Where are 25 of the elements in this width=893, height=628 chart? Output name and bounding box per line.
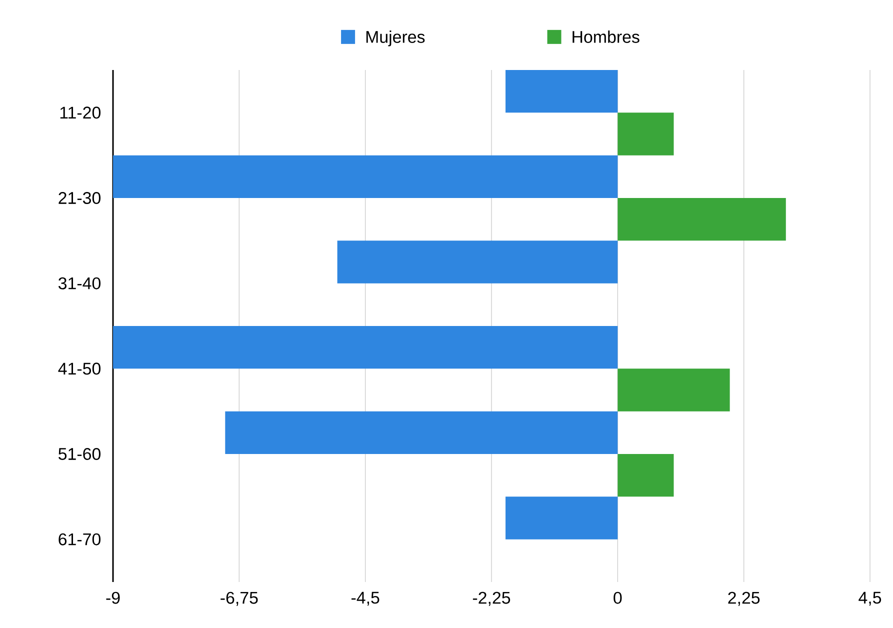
x-tick-label: -6,75 [220,592,258,606]
x-tick-label: 2,25 [728,592,760,606]
x-tick-label: -4,5 [352,592,380,606]
x-tick-label: 0 [614,592,622,604]
bar [618,454,674,497]
y-tick-label: 61-70 [58,533,101,546]
y-tick-label: 21-30 [58,192,101,204]
y-tick-label: 31-40 [58,277,101,290]
bar [113,326,618,369]
bar [506,70,618,113]
bar [225,411,618,454]
y-tick-label: 51-60 [58,448,101,460]
x-tick-label: -9 [106,592,120,604]
legend-label: Hombres [572,30,640,43]
bar [618,198,786,241]
x-tick-label: 4,5 [858,592,882,606]
y-tick-label: 41-50 [58,362,101,375]
y-tick-label: 11-20 [60,106,101,119]
bar [506,496,618,540]
bar [113,155,618,198]
bar [618,368,730,412]
bar [618,112,674,156]
x-tick-label: -2,25 [472,592,510,606]
bar [337,240,618,284]
legend-label: Mujeres [366,30,425,46]
